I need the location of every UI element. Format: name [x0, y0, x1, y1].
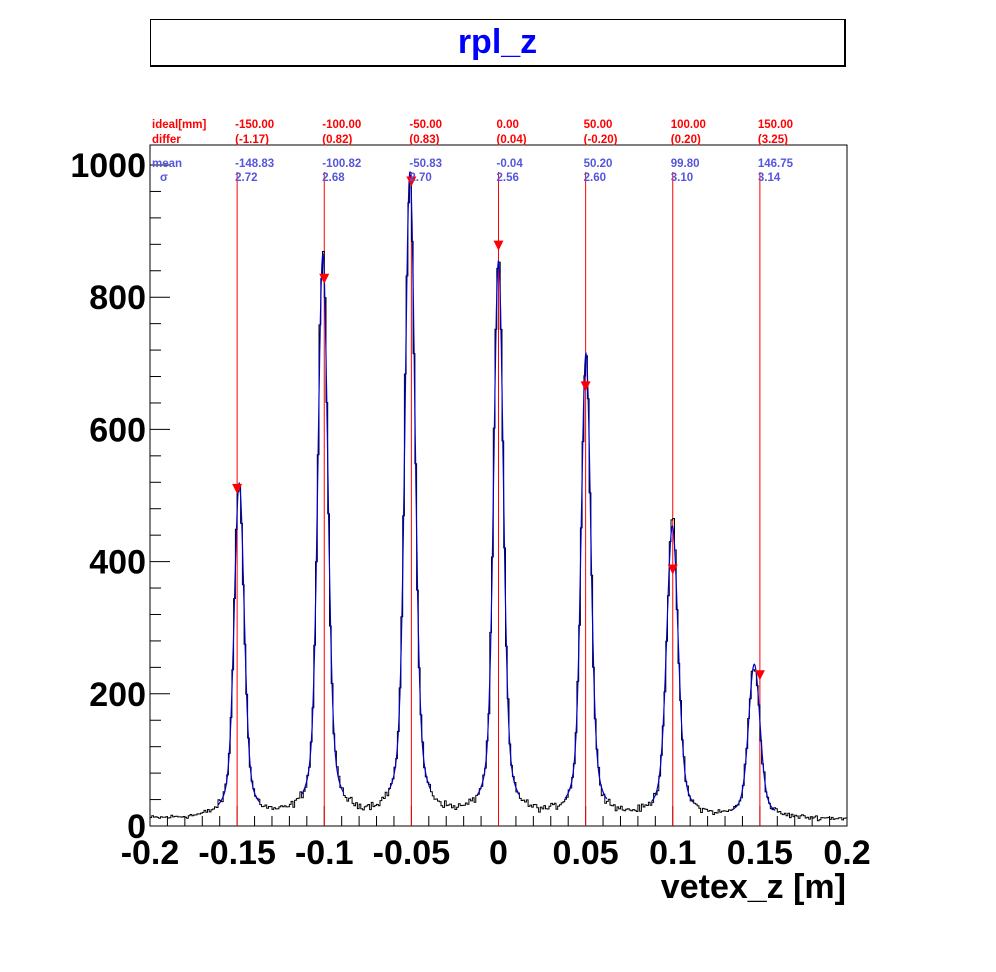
x-tick-label: -0.15: [198, 834, 276, 872]
y-axis: 0 200 400 600 800 1000: [70, 147, 170, 846]
mean-value: -100.82: [322, 158, 361, 170]
ideal-value: -50.00: [409, 119, 442, 131]
chart-title: rpl_z: [457, 23, 538, 61]
fit-curve-peak: [651, 525, 694, 803]
differ-value: (0.20): [671, 134, 701, 146]
mean-value: -148.83: [235, 158, 274, 170]
x-tick-label: 0.15: [727, 834, 793, 872]
peak-marker: [667, 564, 678, 575]
x-tick-label: 0.05: [553, 834, 619, 872]
fit-curve-peak: [564, 351, 608, 800]
peak-annotations: ideal[mm] differ mean σ -150.00 (-1.17) -148.8…: [152, 119, 794, 184]
y-tick-label: 400: [89, 544, 146, 582]
x-tick-label: -0.05: [373, 834, 451, 872]
title-box: rpl_z: [150, 19, 846, 67]
y-tick-label: 0: [127, 808, 146, 846]
x-tick-label: 0.2: [823, 834, 870, 872]
differ-value: (-1.17): [235, 134, 269, 146]
peak-marker: [232, 483, 243, 494]
fit-curve-peak: [733, 663, 776, 811]
sigma-value: 3.14: [758, 172, 781, 184]
x-axis: -0.2 -0.15 -0.1 -0.05 0 0.05 0.1 0.15 0.2: [121, 806, 871, 872]
ideal-label: ideal[mm]: [152, 119, 206, 131]
sigma-label: σ: [160, 172, 168, 184]
y-tick-label: 800: [89, 279, 146, 317]
fit-curve-peak: [301, 252, 345, 795]
x-axis-label: vetex_z [m]: [661, 868, 846, 906]
mean-value: 99.80: [671, 158, 700, 170]
sigma-value: 2.56: [497, 172, 519, 184]
differ-value: (0.83): [409, 134, 439, 146]
sigma-value: 2.72: [235, 172, 257, 184]
fit-curve-peak: [388, 171, 432, 791]
fit-curve-peak: [217, 481, 261, 806]
sigma-value: 2.68: [322, 172, 345, 184]
peak-marker: [319, 273, 330, 284]
fit-curve: [217, 171, 776, 811]
ideal-value: -150.00: [235, 119, 274, 131]
x-tick-label: -0.1: [295, 834, 354, 872]
ideal-value: 50.00: [584, 119, 613, 131]
x-tick-label: 0.1: [649, 834, 696, 872]
ideal-value: 150.00: [758, 119, 793, 131]
differ-value: (0.82): [322, 134, 352, 146]
peak-marker: [406, 176, 417, 187]
sigma-value: 2.70: [409, 172, 431, 184]
ideal-value: 100.00: [671, 119, 706, 131]
y-tick-label: 1000: [70, 147, 146, 185]
differ-value: (3.25): [758, 134, 788, 146]
y-tick-label: 200: [89, 676, 146, 714]
fit-curve-peak: [477, 260, 520, 796]
peak-markers: [232, 176, 765, 681]
mean-value: 50.20: [584, 158, 613, 170]
x-tick-label: 0: [489, 834, 508, 872]
mean-value: -0.04: [497, 158, 524, 170]
ideal-value: -100.00: [322, 119, 361, 131]
sigma-value: 2.60: [584, 172, 606, 184]
sigma-value: 3.10: [671, 172, 693, 184]
mean-label: mean: [152, 158, 182, 170]
differ-value: (0.04): [497, 134, 527, 146]
mean-value: 146.75: [758, 158, 794, 170]
peak-marker: [754, 670, 765, 681]
differ-label: differ: [152, 134, 181, 146]
peak-marker: [580, 381, 591, 392]
ideal-value: 0.00: [497, 119, 519, 131]
differ-value: (-0.20): [584, 134, 618, 146]
mean-value: -50.83: [409, 158, 442, 170]
y-tick-label: 600: [89, 411, 146, 449]
peak-marker: [493, 240, 504, 251]
x-tick-label: -0.2: [121, 834, 180, 872]
